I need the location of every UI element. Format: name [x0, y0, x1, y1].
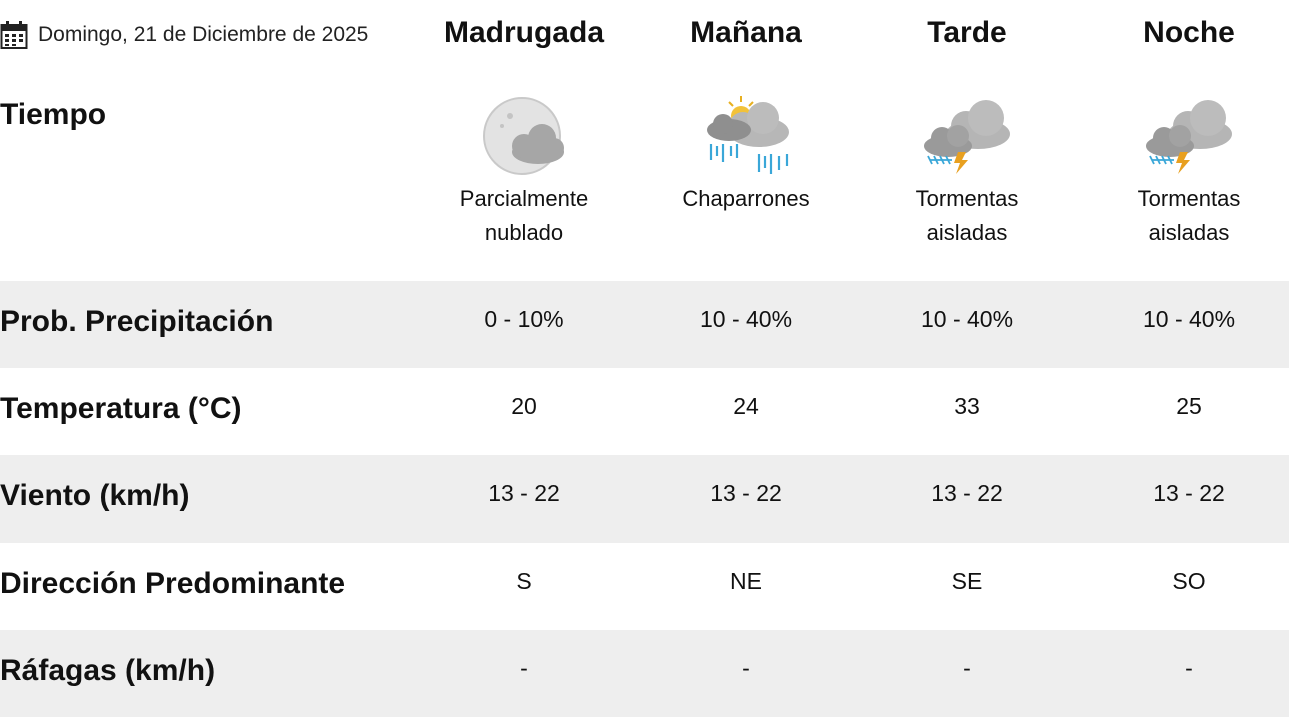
cell-value: SO: [1172, 568, 1206, 594]
cell-value: 10 - 40%: [1142, 306, 1236, 332]
isolated-storms-icon: [1146, 100, 1232, 174]
calendar-icon: [0, 21, 28, 49]
row-label-gusts: Ráfagas (km/h): [0, 654, 216, 687]
cell-value: -: [742, 655, 750, 681]
row-temperature: Temperatura (°C) 20 24 33 25: [0, 368, 1289, 455]
cell-value: SE: [951, 568, 983, 594]
row-wind: Viento (km/h) 13 - 22 13 - 22 13 - 22 13…: [0, 455, 1289, 543]
cell-value: S: [516, 568, 532, 594]
row-label-precipitation: Prob. Precipitación: [0, 305, 274, 338]
row-label-wind: Viento (km/h): [0, 479, 190, 512]
condition-manana: Chaparrones: [635, 182, 857, 216]
column-header-tarde: Tarde: [927, 16, 1007, 49]
condition-madrugada: Parcialmente nublado: [413, 182, 635, 250]
cell-value: -: [520, 655, 528, 681]
cell-value: 0 - 10%: [484, 306, 564, 332]
cell-value: 13 - 22: [710, 480, 782, 506]
cell-value: 20: [511, 393, 537, 419]
partly-cloudy-night-icon: [483, 97, 564, 175]
row-tiempo: Tiempo: [0, 72, 1289, 281]
date-label: Domingo, 21 de Diciembre de 2025: [0, 20, 368, 50]
cell-value: 13 - 22: [1153, 480, 1225, 506]
cell-value: 13 - 22: [931, 480, 1003, 506]
condition-noche: Tormentas aisladas: [1078, 182, 1289, 250]
row-label-direction: Dirección Predominante: [0, 567, 346, 600]
row-label-temperature: Temperatura (°C): [0, 392, 242, 425]
cell-value: 33: [954, 393, 980, 419]
isolated-storms-icon: [924, 100, 1010, 174]
condition-line: Tormentas: [915, 186, 1019, 211]
forecast-header: Domingo, 21 de Diciembre de 2025 Madruga…: [0, 0, 1289, 72]
row-precipitation: Prob. Precipitación 0 - 10% 10 - 40% 10 …: [0, 281, 1289, 368]
cell-value: -: [963, 655, 971, 681]
column-header-manana: Mañana: [690, 16, 802, 49]
cell-value: 13 - 22: [488, 480, 560, 506]
condition-line: aisladas: [926, 220, 1008, 245]
date-text: Domingo, 21 de Diciembre de 2025: [38, 23, 369, 46]
cell-value: 24: [733, 393, 759, 419]
cell-value: 25: [1176, 393, 1202, 419]
condition-line: Chaparrones: [682, 186, 810, 211]
cell-value: NE: [730, 568, 762, 594]
condition-tarde: Tormentas aisladas: [856, 182, 1078, 250]
cell-value: -: [1185, 655, 1193, 681]
cell-value: 10 - 40%: [699, 306, 793, 332]
condition-line: Parcialmente: [459, 186, 589, 211]
condition-line: nublado: [484, 220, 564, 245]
row-gusts: Ráfagas (km/h) - - - -: [0, 630, 1289, 717]
showers-icon: [707, 96, 789, 174]
condition-line: Tormentas: [1137, 186, 1241, 211]
row-label-tiempo: Tiempo: [0, 98, 107, 131]
column-header-noche: Noche: [1143, 16, 1235, 49]
column-header-madrugada: Madrugada: [443, 16, 605, 49]
condition-line: aisladas: [1148, 220, 1230, 245]
cell-value: 10 - 40%: [920, 306, 1014, 332]
row-direction: Dirección Predominante S NE SE SO: [0, 543, 1289, 630]
